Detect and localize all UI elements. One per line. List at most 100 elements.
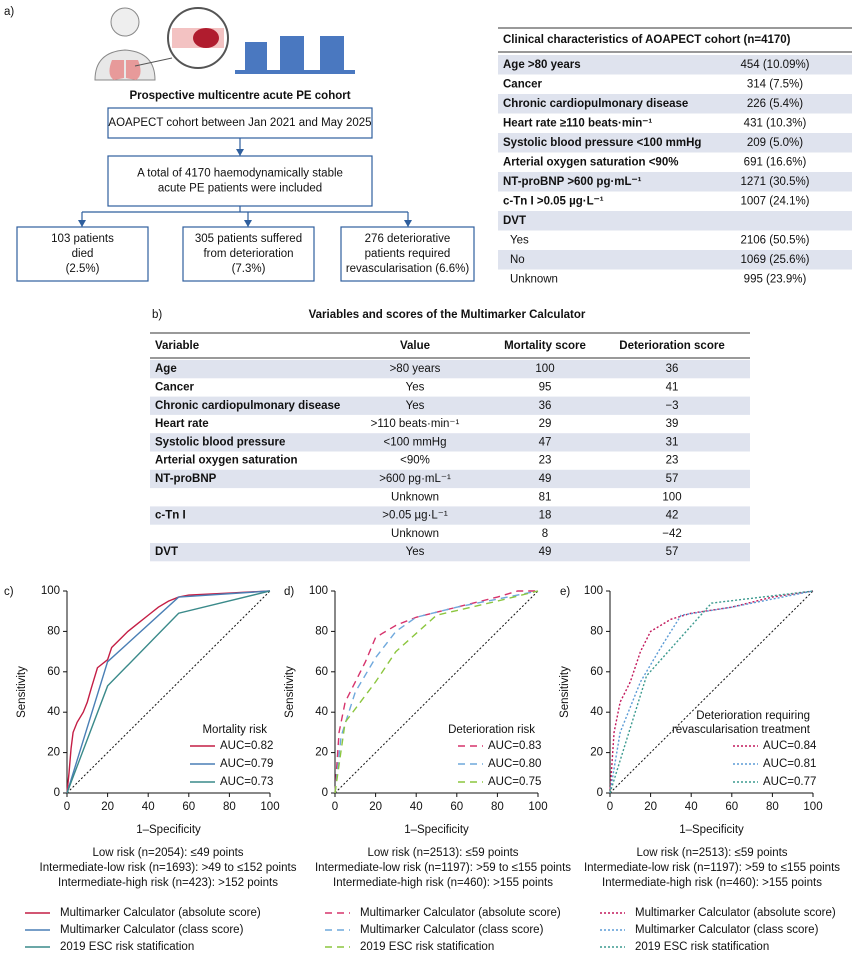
row-value: 995 (23.9%) xyxy=(744,273,807,285)
y-axis-label: Sensitivity xyxy=(559,666,571,718)
head xyxy=(110,7,140,37)
x-tick-label: 20 xyxy=(369,801,382,813)
arrow-head xyxy=(404,220,412,227)
y-tick-label: 40 xyxy=(47,706,60,718)
table-cell: Unknown xyxy=(391,528,439,540)
roc-curve xyxy=(609,590,814,794)
row-label: Cancer xyxy=(503,78,543,90)
flow-text: acute PE patients were included xyxy=(158,183,322,195)
row-value: 431 (10.3%) xyxy=(744,117,807,129)
y-tick-label: 40 xyxy=(315,706,328,718)
header-cell: Variable xyxy=(155,340,199,352)
x-tick-label: 20 xyxy=(101,801,114,813)
risk-note: Low risk (n=2054): ≤49 points xyxy=(92,847,243,859)
cohort-title: Prospective multicentre acute PE cohort xyxy=(129,90,350,102)
table-cell: 49 xyxy=(539,473,552,485)
row-shade xyxy=(150,396,750,415)
legend-label: AUC=0.81 xyxy=(763,758,816,770)
row-label: Chronic cardiopulmonary disease xyxy=(503,98,688,110)
panel-label: e) xyxy=(560,586,570,598)
table-cell: <90% xyxy=(400,455,430,467)
risk-note: Intermediate-low risk (n=1693): >49 to ≤… xyxy=(40,862,297,874)
legend-description: Multimarker Calculator (class score) xyxy=(360,924,544,936)
row-value: 1069 (25.6%) xyxy=(740,254,809,266)
row-shade xyxy=(498,94,852,114)
table-cell: 95 xyxy=(539,381,552,393)
x-axis-label: 1–Specificity xyxy=(136,824,201,836)
y-tick-label: 40 xyxy=(590,706,603,718)
table-cell: Chronic cardiopulmonary disease xyxy=(155,400,340,412)
table-cell: DVT xyxy=(155,546,178,558)
roc-curve xyxy=(66,590,271,794)
arrow-head xyxy=(236,149,244,156)
row-label: No xyxy=(510,254,525,266)
risk-note: Intermediate-low risk (n=1197): >59 to ≤… xyxy=(584,862,840,874)
row-label: Age >80 years xyxy=(503,59,581,71)
risk-note: Low risk (n=2513): ≤59 points xyxy=(367,847,518,859)
row-shade xyxy=(498,133,852,153)
legend-label: AUC=0.80 xyxy=(488,758,541,770)
table-cell: 36 xyxy=(666,363,679,375)
table-cell: 31 xyxy=(666,436,679,448)
table-cell: Heart rate xyxy=(155,418,209,430)
row-label: Unknown xyxy=(510,273,558,285)
roc-curve xyxy=(609,590,814,794)
hospitals xyxy=(235,36,355,74)
x-tick-label: 100 xyxy=(803,801,822,813)
risk-note: Intermediate-low risk (n=1197): >59 to ≤… xyxy=(315,862,571,874)
x-tick-label: 60 xyxy=(725,801,738,813)
x-tick-label: 100 xyxy=(528,801,547,813)
table-cell: Unknown xyxy=(391,491,439,503)
table-cell: >110 beats·min⁻¹ xyxy=(371,418,460,430)
row-value: 1007 (24.1%) xyxy=(740,195,809,207)
header-cell: Mortality score xyxy=(504,340,586,352)
row-shade xyxy=(150,543,750,562)
x-tick-label: 80 xyxy=(766,801,779,813)
row-shade xyxy=(498,250,852,270)
x-tick-label: 80 xyxy=(491,801,504,813)
table-cell: 41 xyxy=(666,381,679,393)
zoom-line xyxy=(134,57,173,67)
table-cell: 8 xyxy=(542,528,548,540)
table-cell: 81 xyxy=(539,491,552,503)
table-cell: −3 xyxy=(665,400,678,412)
roc-curve xyxy=(66,590,271,794)
table-cell: 36 xyxy=(539,400,552,412)
y-tick-label: 60 xyxy=(315,666,328,678)
y-tick-label: 0 xyxy=(322,787,328,799)
row-shade xyxy=(498,211,852,231)
table-cell: Cancer xyxy=(155,381,195,393)
flow-text: revascularisation (6.6%) xyxy=(346,263,470,275)
table-cell: >0.05 µg·L⁻¹ xyxy=(382,510,448,522)
roc-curve xyxy=(66,590,271,794)
x-tick-label: 0 xyxy=(607,801,613,813)
flow-text: AOAPECT cohort between Jan 2021 and May … xyxy=(108,117,371,129)
row-label: Systolic blood pressure <100 mmHg xyxy=(503,137,701,149)
legend-label: AUC=0.82 xyxy=(220,740,273,752)
arrow-head xyxy=(244,220,252,227)
x-tick-label: 40 xyxy=(685,801,698,813)
table-cell: 29 xyxy=(539,418,552,430)
flow-text: died xyxy=(72,248,94,260)
legend-title: Deterioration requiring xyxy=(696,710,810,722)
arrow-head xyxy=(78,220,86,227)
table-cell: 49 xyxy=(539,546,552,558)
row-label: DVT xyxy=(503,215,526,227)
table-cell: 100 xyxy=(662,491,681,503)
risk-note: Intermediate-high risk (n=460): >155 poi… xyxy=(333,877,553,889)
row-value: 1271 (30.5%) xyxy=(740,176,809,188)
table-cell: >80 years xyxy=(390,363,441,375)
legend-title: Mortality risk xyxy=(202,724,267,736)
table-title: Clinical characteristics of AOAPECT coho… xyxy=(503,34,791,46)
legend-description: 2019 ESC risk statification xyxy=(635,941,769,953)
row-shade xyxy=(150,469,750,489)
legend-title: Deterioration risk xyxy=(448,724,535,736)
x-tick-label: 20 xyxy=(644,801,657,813)
row-value: 454 (10.09%) xyxy=(740,59,809,71)
row-label: c-Tn I >0.05 µg·L⁻¹ xyxy=(503,195,604,207)
flow-box xyxy=(340,226,475,282)
panel-label: d) xyxy=(284,586,294,598)
row-shade xyxy=(150,433,750,452)
legend-label: AUC=0.75 xyxy=(488,776,541,788)
table-cell: <100 mmHg xyxy=(384,436,447,448)
